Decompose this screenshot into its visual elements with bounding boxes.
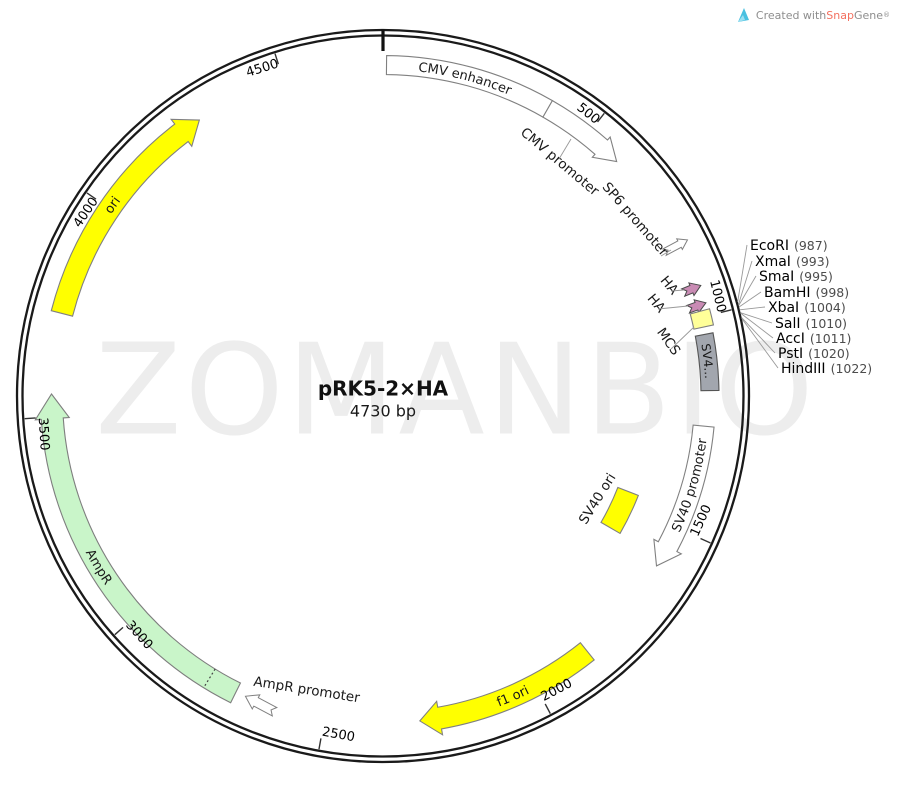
site-enzyme-name: HindIII bbox=[781, 361, 826, 377]
site-position: (1004) bbox=[804, 300, 846, 315]
tick-mark-500 bbox=[596, 112, 605, 123]
feature-ha-tag-1 bbox=[680, 282, 702, 298]
credit-brand-gene: Gene bbox=[853, 8, 883, 22]
site-leader-PstI bbox=[741, 317, 776, 354]
site-position: (1010) bbox=[805, 316, 847, 331]
site-position: (998) bbox=[815, 285, 849, 300]
site-position: (1022) bbox=[831, 361, 873, 376]
tick-label-3500: 3500 bbox=[35, 417, 52, 451]
credit-brand-snap: Snap bbox=[826, 8, 854, 22]
site-SmaI: SmaI (995) bbox=[738, 269, 833, 306]
feature-label-sv40-tag: SV4... bbox=[698, 343, 716, 380]
tick-mark-3500 bbox=[24, 417, 36, 420]
site-EcoRI: EcoRI (987) bbox=[737, 238, 828, 302]
site-leader-HindIII bbox=[741, 318, 779, 369]
site-position: (995) bbox=[799, 269, 833, 284]
site-label-SalI: SalI (1010) bbox=[775, 316, 847, 332]
site-enzyme-name: SmaI bbox=[759, 269, 794, 285]
feature-label-ha-tag-2: HA bbox=[644, 291, 669, 317]
feature-f1-ori bbox=[419, 641, 595, 736]
feature-ampr bbox=[34, 393, 242, 704]
site-position: (987) bbox=[794, 238, 828, 253]
feature-mcs bbox=[689, 308, 715, 330]
site-enzyme-name: SalI bbox=[775, 316, 800, 332]
site-BamHI: BamHI (998) bbox=[738, 285, 849, 308]
feature-label-ampr-promoter: AmpR promoter bbox=[252, 674, 361, 707]
site-label-BamHI: BamHI (998) bbox=[764, 285, 849, 301]
plasmid-name: pRK5-2×HA bbox=[317, 376, 449, 401]
tick-4500: 4500 bbox=[244, 53, 280, 81]
site-label-SmaI: SmaI (995) bbox=[759, 269, 833, 285]
site-XmaI: XmaI (993) bbox=[738, 254, 830, 305]
tick-mark-1500 bbox=[700, 537, 711, 544]
feature-sv40-promoter bbox=[653, 424, 715, 567]
site-position: (993) bbox=[796, 254, 830, 269]
site-label-PstI: PstI (1020) bbox=[778, 346, 850, 362]
feature-label-text-sv40-tag: SV4... bbox=[698, 343, 716, 380]
tick-2500: 2500 bbox=[318, 725, 356, 750]
feature-label-sp6-promoter: SP6 promoter bbox=[599, 179, 672, 259]
credit-reg-mark: ® bbox=[883, 11, 890, 19]
tick-mark-1000 bbox=[720, 309, 732, 314]
leader-ha-tag-2 bbox=[657, 305, 689, 310]
site-HindIII: HindIII (1022) bbox=[741, 318, 872, 377]
site-label-XbaI: XbaI (1004) bbox=[768, 300, 846, 316]
tick-mark-4500 bbox=[274, 53, 279, 65]
site-SalI: SalI (1010) bbox=[740, 312, 847, 332]
feature-divider-ampr bbox=[203, 668, 216, 689]
site-label-HindIII: HindIII (1022) bbox=[781, 361, 872, 377]
snapgene-logo-icon bbox=[737, 8, 749, 22]
site-enzyme-name: PstI bbox=[778, 346, 803, 362]
credit-prefix: Created with bbox=[755, 8, 827, 22]
tick-mark-3000 bbox=[114, 626, 124, 636]
tick-mark-4000 bbox=[86, 192, 97, 200]
feature-ampr-promoter bbox=[244, 694, 278, 717]
site-position: (1020) bbox=[808, 346, 850, 361]
site-enzyme-name: XbaI bbox=[768, 300, 799, 316]
site-label-AccI: AccI (1011) bbox=[776, 331, 851, 347]
plasmid-title-block: pRK5-2×HA 4730 bp bbox=[318, 378, 448, 421]
tick-mark-2000 bbox=[544, 703, 551, 714]
site-leader-XmaI bbox=[738, 260, 753, 305]
site-AccI: AccI (1011) bbox=[740, 312, 851, 347]
site-leader-EcoRI bbox=[737, 244, 748, 302]
site-label-EcoRI: EcoRI (987) bbox=[750, 238, 828, 254]
feature-sv40-ori bbox=[600, 486, 640, 535]
site-enzyme-name: XmaI bbox=[755, 254, 791, 270]
feature-sv40-tag bbox=[694, 332, 720, 392]
site-enzyme-name: EcoRI bbox=[750, 238, 789, 254]
site-PstI: PstI (1020) bbox=[741, 317, 850, 362]
tick-label-2500: 2500 bbox=[321, 725, 356, 746]
site-label-XmaI: XmaI (993) bbox=[755, 254, 830, 270]
site-enzyme-name: AccI bbox=[776, 331, 805, 347]
site-leader-SalI bbox=[740, 312, 773, 324]
leader-ha-tag-1 bbox=[670, 289, 685, 292]
site-position: (1011) bbox=[810, 331, 852, 346]
leader-sp6-promoter bbox=[660, 249, 672, 257]
feature-cmv-promoter bbox=[542, 99, 618, 163]
site-leader-SmaI bbox=[738, 275, 757, 306]
tick-mark-2500 bbox=[318, 738, 322, 750]
feature-ori bbox=[50, 118, 201, 317]
leader-cmv-promoter bbox=[558, 138, 572, 160]
site-leader-AccI bbox=[740, 312, 774, 339]
site-enzyme-name: BamHI bbox=[764, 285, 810, 301]
site-leader-BamHI bbox=[738, 291, 762, 308]
site-leader-XbaI bbox=[739, 306, 766, 311]
plasmid-size: 4730 bp bbox=[349, 401, 417, 421]
leader-mcs bbox=[670, 326, 695, 350]
site-XbaI: XbaI (1004) bbox=[739, 300, 846, 316]
tick-3500: 3500 bbox=[24, 417, 52, 451]
snapgene-credit: Created with Snap Gene ® bbox=[736, 7, 890, 23]
